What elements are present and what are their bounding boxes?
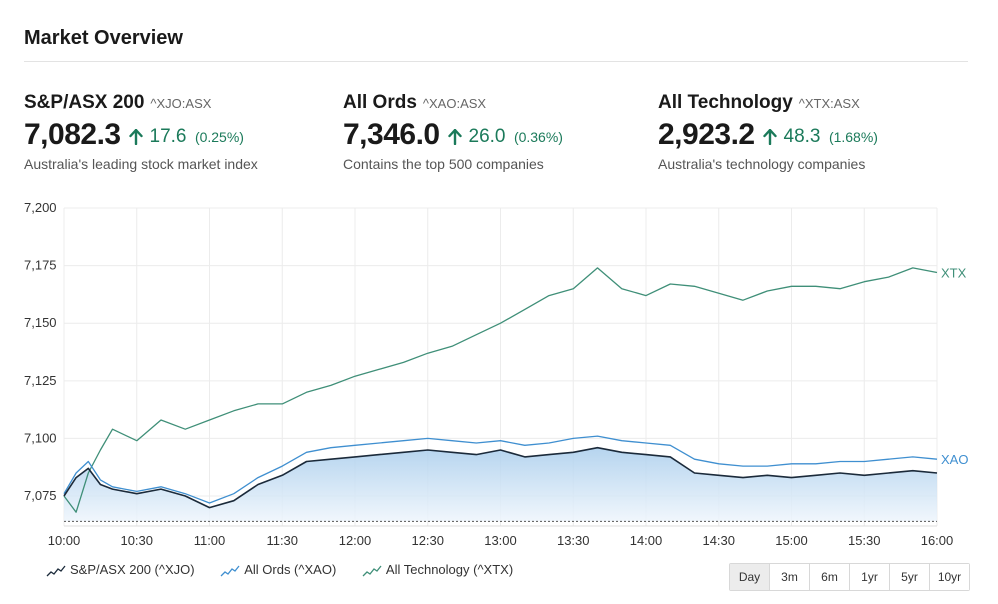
x-tick-label: 12:30 <box>411 533 444 548</box>
index-percent: (0.36%) <box>513 129 563 145</box>
index-change: 48.3 <box>783 126 821 147</box>
index-description: Contains the top 500 companies <box>343 156 544 172</box>
x-tick-label: 14:30 <box>702 533 735 548</box>
index-change: 17.6 <box>149 126 187 147</box>
line-swatch-icon <box>362 565 382 577</box>
index-card-xao[interactable]: All Ords ^XAO:ASX 7,346.0 26.0 (0.36%) Co… <box>343 92 563 172</box>
range-button-1yr[interactable]: 1yr <box>850 564 890 590</box>
index-name: All Technology <box>658 92 793 113</box>
x-tick-label: 10:00 <box>48 533 81 548</box>
series-line-xtx <box>63 267 938 513</box>
y-tick-label: 7,075 <box>24 488 57 503</box>
y-tick-label: 7,100 <box>24 430 57 445</box>
y-tick-label: 7,200 <box>24 200 57 215</box>
index-symbol: ^XTX:ASX <box>798 96 860 111</box>
index-symbol: ^XJO:ASX <box>150 96 212 111</box>
arrow-up-icon <box>448 128 462 145</box>
market-line-chart[interactable]: 7,075 7,100 7,125 7,150 7,175 7,200 10:00 10:30… <box>0 190 998 555</box>
x-tick-label: 11:30 <box>266 533 298 548</box>
chart-series <box>63 267 938 513</box>
range-selector: Day 3m 6m 1yr 5yr 10yr <box>729 563 970 591</box>
series-line-xao <box>63 435 938 504</box>
line-swatch-icon <box>220 565 240 577</box>
x-tick-label: 12:00 <box>339 533 372 548</box>
chart-legend: S&P/ASX 200 (^XJO) All Ords (^XAO) All T… <box>46 562 535 577</box>
x-tick-label: 15:00 <box>775 533 808 548</box>
series-line-xjo <box>63 446 938 509</box>
index-value: 7,346.0 <box>343 118 440 151</box>
page-title: Market Overview <box>24 27 183 49</box>
series-end-label: XTX <box>941 266 967 281</box>
y-tick-label: 7,150 <box>24 315 57 330</box>
index-value: 2,923.2 <box>658 118 755 151</box>
line-swatch-icon <box>46 565 66 577</box>
chart-labels: 7,075 7,100 7,125 7,150 7,175 7,200 10:00 10:30… <box>24 200 968 548</box>
legend-label: S&P/ASX 200 (^XJO) <box>70 562 195 577</box>
y-tick-label: 7,175 <box>24 258 57 273</box>
legend-item-xjo[interactable]: S&P/ASX 200 (^XJO) <box>46 562 195 577</box>
legend-label: All Technology (^XTX) <box>385 562 514 577</box>
index-value: 7,082.3 <box>24 118 121 151</box>
legend-item-xao[interactable]: All Ords (^XAO) <box>220 562 336 577</box>
range-button-6m[interactable]: 6m <box>810 564 850 590</box>
index-description: Australia's leading stock market index <box>24 156 258 172</box>
chart-area <box>64 447 937 522</box>
range-button-5yr[interactable]: 5yr <box>890 564 930 590</box>
index-symbol: ^XAO:ASX <box>422 96 487 111</box>
x-tick-label: 16:00 <box>921 533 954 548</box>
x-tick-label: 11:00 <box>194 533 226 548</box>
x-tick-label: 15:30 <box>848 533 881 548</box>
index-name: S&P/ASX 200 <box>24 92 145 113</box>
x-tick-label: 13:30 <box>557 533 590 548</box>
series-end-label: XAO <box>941 452 968 467</box>
legend-item-xtx[interactable]: All Technology (^XTX) <box>362 562 513 577</box>
index-name: All Ords <box>343 92 417 113</box>
index-card-xtx[interactable]: All Technology ^XTX:ASX 2,923.2 48.3 (1.6… <box>658 92 878 172</box>
legend-label: All Ords (^XAO) <box>244 562 337 577</box>
x-tick-label: 10:30 <box>120 533 153 548</box>
header-divider <box>24 61 968 62</box>
index-percent: (0.25%) <box>194 129 244 145</box>
index-percent: (1.68%) <box>828 129 878 145</box>
index-description: Australia's technology companies <box>658 156 866 172</box>
range-button-day[interactable]: Day <box>730 564 770 590</box>
arrow-up-icon <box>129 128 143 145</box>
x-tick-label: 13:00 <box>484 533 517 548</box>
range-button-10yr[interactable]: 10yr <box>930 564 969 590</box>
y-tick-label: 7,125 <box>24 373 57 388</box>
arrow-up-icon <box>763 128 777 145</box>
area-fill-xjo <box>64 447 937 522</box>
index-change: 26.0 <box>468 126 506 147</box>
index-card-xjo[interactable]: S&P/ASX 200 ^XJO:ASX 7,082.3 17.6 (0.25%)… <box>24 92 258 172</box>
x-tick-label: 14:00 <box>630 533 663 548</box>
range-button-3m[interactable]: 3m <box>770 564 810 590</box>
